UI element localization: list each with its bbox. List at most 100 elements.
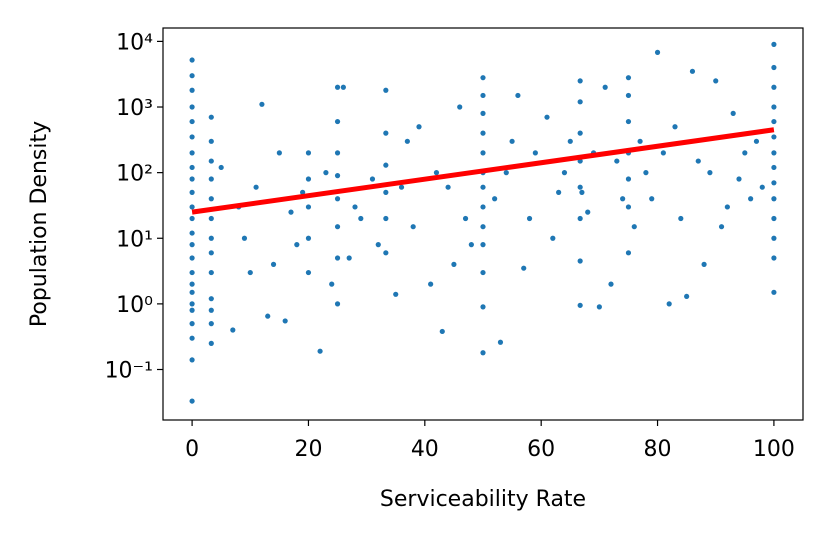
- point: [189, 164, 195, 171]
- point: [771, 104, 777, 110]
- point: [577, 184, 583, 190]
- point: [771, 164, 777, 171]
- point: [625, 118, 632, 125]
- point: [608, 281, 614, 287]
- point: [577, 78, 583, 84]
- point: [480, 130, 486, 136]
- point: [189, 150, 195, 156]
- point: [383, 215, 389, 222]
- point: [462, 215, 469, 222]
- point: [556, 189, 562, 195]
- point: [771, 289, 777, 295]
- point: [334, 173, 341, 179]
- y-tick-label: 10²: [116, 162, 153, 187]
- point: [713, 78, 719, 84]
- point: [383, 87, 389, 93]
- point: [544, 114, 550, 120]
- point: [736, 176, 742, 182]
- point: [521, 265, 527, 271]
- y-tick-label: 10³: [116, 96, 153, 121]
- point: [189, 321, 195, 327]
- point: [678, 215, 684, 222]
- point: [208, 176, 214, 182]
- point: [492, 196, 498, 202]
- point: [369, 176, 376, 182]
- point: [753, 138, 760, 144]
- point: [428, 281, 434, 287]
- point: [189, 189, 195, 195]
- point: [189, 269, 195, 276]
- point: [208, 215, 214, 222]
- point: [724, 204, 730, 210]
- point: [771, 196, 777, 202]
- point: [468, 242, 474, 248]
- x-tick-label: 20: [294, 437, 322, 462]
- point: [189, 307, 195, 313]
- point: [433, 170, 440, 176]
- point: [208, 114, 214, 120]
- point: [189, 73, 195, 79]
- point: [247, 269, 253, 276]
- point: [270, 261, 277, 267]
- point: [189, 398, 195, 404]
- point: [282, 318, 288, 324]
- point: [654, 49, 661, 55]
- point: [480, 184, 486, 190]
- point: [189, 242, 195, 248]
- x-tick-label: 40: [411, 437, 439, 462]
- point: [305, 176, 312, 182]
- point: [771, 255, 777, 261]
- point: [230, 327, 236, 333]
- point: [189, 104, 195, 110]
- point: [294, 242, 300, 248]
- point: [189, 289, 195, 295]
- x-tick-label: 100: [753, 437, 795, 462]
- point: [189, 335, 195, 341]
- point: [585, 209, 591, 215]
- x-tick-label: 0: [185, 437, 199, 462]
- point: [577, 258, 583, 264]
- point: [526, 215, 533, 222]
- point: [771, 64, 777, 71]
- point: [265, 313, 271, 319]
- point: [334, 224, 341, 230]
- point: [300, 189, 306, 195]
- plot-frame: [162, 27, 804, 421]
- point: [701, 261, 707, 267]
- point: [334, 196, 341, 202]
- x-tick-label: 60: [527, 437, 555, 462]
- y-tick-label: 10⁻¹: [105, 359, 153, 384]
- y-tick-label: 10⁴: [116, 30, 153, 55]
- point: [410, 224, 416, 230]
- point: [480, 110, 486, 116]
- point: [208, 158, 214, 164]
- point: [596, 304, 602, 310]
- point: [457, 104, 463, 110]
- point: [515, 92, 521, 99]
- point: [480, 269, 486, 276]
- point: [340, 84, 346, 90]
- point: [189, 281, 195, 287]
- point: [771, 180, 777, 186]
- point: [684, 293, 690, 300]
- point: [445, 184, 451, 190]
- point: [383, 162, 389, 168]
- point: [567, 138, 573, 144]
- point: [509, 138, 515, 144]
- point: [550, 235, 556, 241]
- point: [189, 357, 195, 363]
- point: [189, 215, 195, 222]
- point: [208, 235, 214, 241]
- point: [189, 176, 195, 182]
- y-axis-label: Population Density: [27, 121, 52, 327]
- point: [625, 204, 632, 210]
- point: [346, 255, 352, 261]
- point: [375, 242, 381, 248]
- point: [329, 281, 335, 287]
- point: [439, 328, 445, 335]
- point: [625, 92, 632, 99]
- point: [480, 350, 486, 356]
- point: [503, 170, 509, 176]
